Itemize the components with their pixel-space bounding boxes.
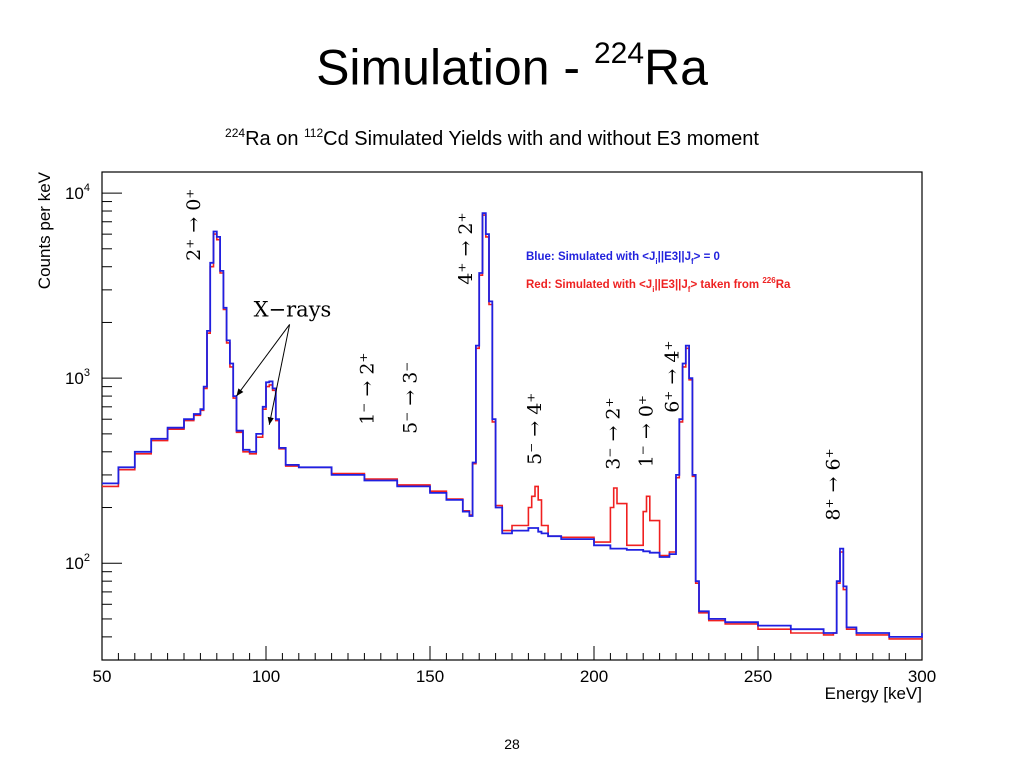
transition-label: 1⁻ → 0⁺ (636, 395, 658, 467)
transition-label: 4⁺ → 2⁺ (455, 212, 477, 284)
legend-entry-blue: Blue: Simulated with <Ji||E3||Jf> = 0 (526, 251, 720, 266)
chart-title-part1: Ra on (245, 128, 304, 150)
transition-label: 3⁻ → 2⁺ (603, 397, 625, 469)
x-tick-label: 100 (252, 667, 280, 686)
series-line-blue (102, 212, 923, 638)
x-tick-label: 300 (908, 667, 936, 686)
legend-red-sub-f: f (688, 285, 691, 294)
transition-label: 5⁻ → 4⁺ (524, 393, 546, 465)
chart-title-sup2: 112 (304, 126, 323, 140)
transition-label: 5⁻ → 3⁻ (399, 362, 421, 434)
legend-red-tail: Ra (776, 279, 791, 291)
legend: Blue: Simulated with <Ji||E3||Jf> = 0 Re… (526, 251, 791, 294)
chart-title: 224Ra on 112Cd Simulated Yields with and… (225, 126, 759, 150)
transition-label: 6⁺ → 4⁺ (662, 341, 684, 413)
series-line-red (102, 214, 923, 640)
series-group (102, 212, 923, 640)
x-tick-label: 150 (416, 667, 444, 686)
x-rays-arrowhead (267, 416, 274, 425)
transition-label: 1⁻ → 2⁺ (357, 353, 379, 425)
x-rays-arrowhead (236, 388, 244, 397)
transition-label: 2⁺ → 0⁺ (183, 189, 205, 261)
page-number: 28 (504, 736, 520, 752)
chart-container: 224Ra on 112Cd Simulated Yields with and… (0, 100, 1024, 720)
legend-blue-sub-f: f (691, 257, 694, 266)
legend-blue-sub-i: i (655, 257, 657, 266)
x-tick-label: 200 (580, 667, 608, 686)
y-tick-label: 103 (65, 367, 90, 388)
legend-red-sub-i: i (652, 285, 654, 294)
y-axis-label: Counts per keV (35, 171, 54, 289)
slide-title-prefix: Simulation - (316, 39, 594, 96)
x-tick-label: 50 (93, 667, 112, 686)
slide-title-superscript: 224 (593, 37, 645, 70)
legend-entry-red: Red: Simulated with <Ji||E3||Jf> taken f… (526, 276, 791, 294)
legend-red-sup: 226 (762, 276, 776, 285)
chart-title-sup1: 224 (225, 126, 245, 140)
slide-title: Simulation - 224Ra (0, 28, 1024, 98)
x-rays-label: X−rays (254, 297, 332, 321)
x-rays-arrow (268, 324, 291, 425)
x-rays-arrow (236, 324, 291, 397)
x-tick-label: 250 (744, 667, 772, 686)
annotations-group: 2⁺ → 0⁺ X−rays 4⁺ → 2⁺ 1⁻ → 2⁺ 5⁻ → 3⁻ 5⁻ → 4… (183, 189, 845, 521)
x-axis: 50 100 150 200 250 300 (93, 646, 936, 686)
plot-frame (101, 171, 923, 661)
transition-label: 8⁺ → 6⁺ (822, 448, 844, 520)
y-tick-label: 104 (65, 182, 90, 203)
chart-title-part2: Cd Simulated Yields with and without E3 … (323, 128, 759, 150)
x-axis-label: Energy [keV] (825, 684, 922, 703)
slide-title-suffix: Ra (644, 39, 708, 96)
spectrum-chart: 224Ra on 112Cd Simulated Yields with and… (35, 126, 936, 703)
y-axis: 102 103 104 (65, 182, 122, 661)
y-tick-label: 102 (65, 552, 90, 573)
